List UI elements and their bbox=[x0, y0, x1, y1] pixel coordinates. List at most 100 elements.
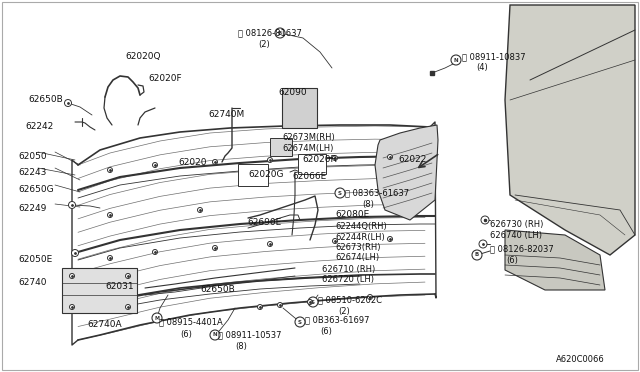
Text: B: B bbox=[475, 253, 479, 257]
Circle shape bbox=[278, 302, 282, 308]
Text: N: N bbox=[212, 333, 218, 337]
Text: (8): (8) bbox=[362, 200, 374, 209]
Circle shape bbox=[472, 250, 482, 260]
Text: 62249: 62249 bbox=[18, 204, 46, 213]
Text: 626720 (LH): 626720 (LH) bbox=[322, 275, 374, 284]
Circle shape bbox=[72, 250, 79, 257]
Text: S: S bbox=[298, 320, 302, 324]
Circle shape bbox=[268, 241, 273, 247]
Polygon shape bbox=[375, 125, 438, 220]
Circle shape bbox=[68, 202, 76, 208]
Text: 62244Q(RH): 62244Q(RH) bbox=[335, 222, 387, 231]
Text: 62740A: 62740A bbox=[87, 320, 122, 329]
Circle shape bbox=[70, 273, 74, 279]
Bar bbox=[238, 164, 268, 186]
Text: 62243: 62243 bbox=[18, 168, 46, 177]
Text: ⒱ 08126-82037: ⒱ 08126-82037 bbox=[490, 244, 554, 253]
Polygon shape bbox=[505, 230, 605, 290]
Text: 62673M(RH): 62673M(RH) bbox=[282, 133, 335, 142]
Text: (2): (2) bbox=[338, 307, 349, 316]
Circle shape bbox=[108, 212, 113, 218]
Text: (2): (2) bbox=[258, 40, 269, 49]
Text: N: N bbox=[454, 58, 458, 62]
Circle shape bbox=[387, 237, 392, 241]
Text: Ⓝ 08911-10837: Ⓝ 08911-10837 bbox=[462, 52, 525, 61]
Text: 62674(LH): 62674(LH) bbox=[335, 253, 379, 262]
Text: 62066E: 62066E bbox=[292, 172, 326, 181]
Text: 62690E: 62690E bbox=[247, 218, 281, 227]
Circle shape bbox=[307, 299, 312, 305]
Circle shape bbox=[308, 297, 318, 307]
Text: (4): (4) bbox=[476, 63, 488, 72]
Text: 62020G: 62020G bbox=[248, 170, 284, 179]
Text: 62022: 62022 bbox=[398, 155, 426, 164]
Circle shape bbox=[295, 317, 305, 327]
Bar bbox=[282, 88, 317, 128]
Circle shape bbox=[108, 256, 113, 260]
Text: A620C0066: A620C0066 bbox=[556, 355, 605, 364]
Text: 62674M(LH): 62674M(LH) bbox=[282, 144, 333, 153]
Text: 62020F: 62020F bbox=[148, 74, 182, 83]
Text: Ⓢ 08510-6202C: Ⓢ 08510-6202C bbox=[318, 295, 382, 304]
Circle shape bbox=[108, 167, 113, 173]
Text: 62090: 62090 bbox=[278, 88, 307, 97]
Text: 62650B: 62650B bbox=[28, 95, 63, 104]
Circle shape bbox=[152, 313, 162, 323]
Circle shape bbox=[65, 99, 72, 106]
Bar bbox=[62, 268, 137, 313]
Text: M: M bbox=[154, 315, 159, 321]
Text: (6): (6) bbox=[180, 330, 192, 339]
Text: 62050E: 62050E bbox=[18, 255, 52, 264]
Text: B: B bbox=[278, 31, 282, 35]
Circle shape bbox=[125, 305, 131, 310]
Circle shape bbox=[275, 28, 285, 38]
Text: (6): (6) bbox=[320, 327, 332, 336]
Text: Ⓢ 08363-61637: Ⓢ 08363-61637 bbox=[345, 188, 409, 197]
Text: S: S bbox=[311, 299, 315, 305]
Text: 62242: 62242 bbox=[25, 122, 53, 131]
Text: Ⓢ 0B363-61697: Ⓢ 0B363-61697 bbox=[305, 315, 369, 324]
Text: Ⓜ 08915-4401A: Ⓜ 08915-4401A bbox=[159, 317, 223, 326]
Circle shape bbox=[257, 305, 262, 310]
Circle shape bbox=[152, 163, 157, 167]
Text: 62650B: 62650B bbox=[200, 285, 235, 294]
Text: 62244R(LH): 62244R(LH) bbox=[335, 233, 385, 242]
Text: 62020Q: 62020Q bbox=[125, 52, 161, 61]
Circle shape bbox=[210, 330, 220, 340]
Text: S: S bbox=[338, 190, 342, 196]
Circle shape bbox=[333, 238, 337, 244]
Text: (6): (6) bbox=[506, 256, 518, 265]
Text: 62673(RH): 62673(RH) bbox=[335, 243, 381, 252]
Text: 62020: 62020 bbox=[178, 158, 207, 167]
Text: 62650G: 62650G bbox=[18, 185, 54, 194]
Circle shape bbox=[479, 240, 487, 248]
Text: ⒱ 08126-81637: ⒱ 08126-81637 bbox=[238, 28, 302, 37]
Text: 62050: 62050 bbox=[18, 152, 47, 161]
Circle shape bbox=[152, 250, 157, 254]
Text: 62031: 62031 bbox=[105, 282, 134, 291]
Circle shape bbox=[70, 305, 74, 310]
FancyBboxPatch shape bbox=[270, 138, 292, 156]
Circle shape bbox=[335, 188, 345, 198]
Text: 626740 (LH): 626740 (LH) bbox=[490, 231, 542, 240]
Circle shape bbox=[333, 155, 337, 160]
Circle shape bbox=[481, 216, 489, 224]
Bar bbox=[298, 154, 326, 174]
Text: 62080E: 62080E bbox=[335, 210, 369, 219]
Circle shape bbox=[212, 160, 218, 164]
Text: 62740M: 62740M bbox=[208, 110, 244, 119]
Polygon shape bbox=[505, 5, 635, 255]
Circle shape bbox=[451, 55, 461, 65]
Text: Ⓝ 08911-10537: Ⓝ 08911-10537 bbox=[218, 330, 282, 339]
Circle shape bbox=[367, 295, 372, 299]
Text: 626730 (RH): 626730 (RH) bbox=[490, 220, 543, 229]
Text: 62740: 62740 bbox=[18, 278, 47, 287]
Text: 626710 (RH): 626710 (RH) bbox=[322, 265, 375, 274]
Circle shape bbox=[212, 246, 218, 250]
Text: (8): (8) bbox=[235, 342, 247, 351]
Text: 62020R: 62020R bbox=[302, 155, 337, 164]
Circle shape bbox=[268, 157, 273, 163]
Circle shape bbox=[198, 208, 202, 212]
Circle shape bbox=[387, 154, 392, 160]
Circle shape bbox=[125, 273, 131, 279]
